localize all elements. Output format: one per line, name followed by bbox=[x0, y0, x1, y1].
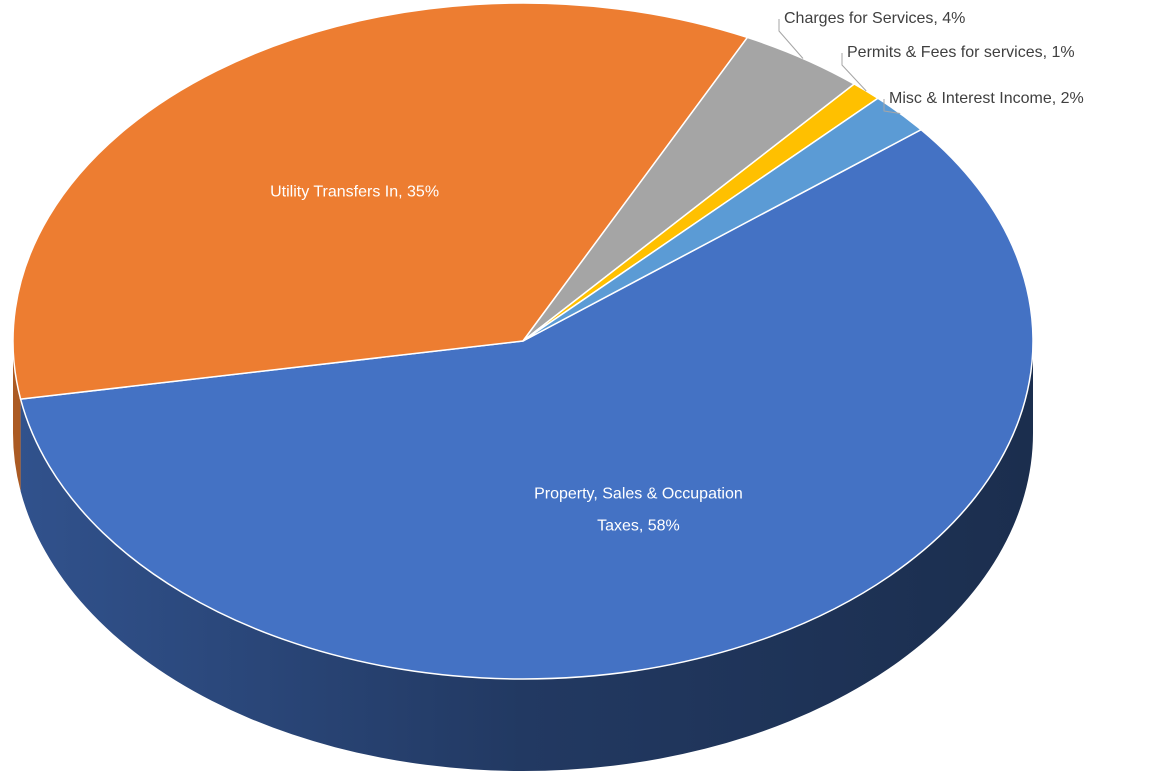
pie-slice bbox=[12, 2, 749, 400]
data-label: Misc & Interest Income, 2% bbox=[889, 90, 1084, 107]
leader-line bbox=[778, 19, 804, 59]
pie-side bbox=[20, 341, 1034, 772]
data-label: Charges for Services, 4% bbox=[784, 10, 965, 27]
pie-slice bbox=[19, 128, 1034, 680]
data-label: Permits & Fees for services, 1% bbox=[847, 44, 1075, 61]
pie-slice bbox=[522, 97, 923, 342]
data-label: Property, Sales & Occupation Taxes, 58% bbox=[534, 486, 743, 535]
leader-line bbox=[841, 53, 867, 92]
pie-side bbox=[13, 341, 21, 492]
data-label: Utility Transfers In, 35% bbox=[270, 184, 439, 201]
leader-line bbox=[883, 99, 901, 115]
